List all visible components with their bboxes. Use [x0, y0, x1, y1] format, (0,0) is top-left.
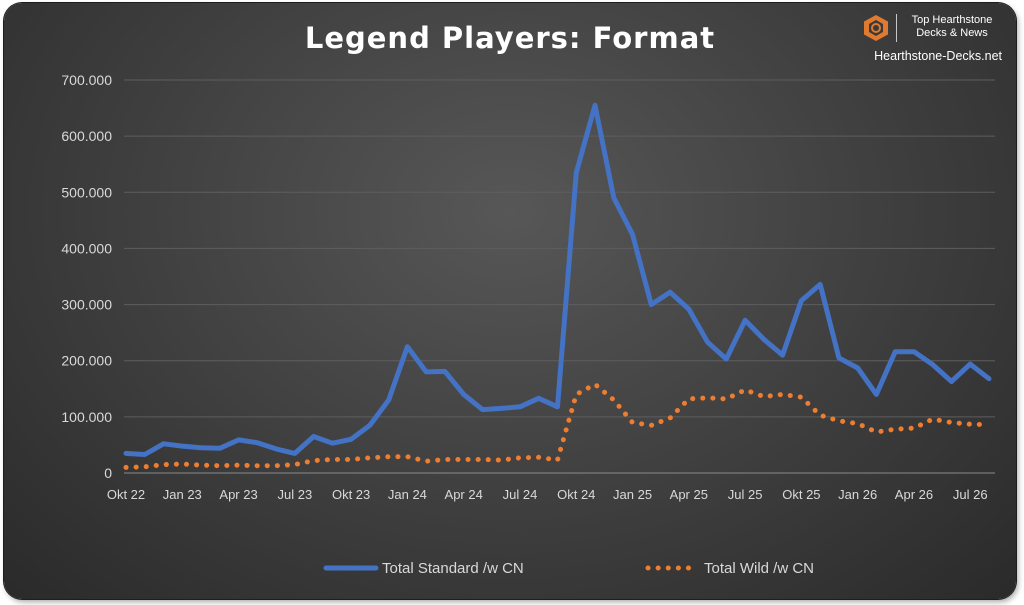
y-tick-label: 400.000 — [61, 240, 112, 256]
legend-label: Total Wild /w CN — [704, 560, 814, 577]
x-tick-label: Jan 24 — [388, 487, 427, 502]
x-tick-label: Apr 25 — [670, 487, 708, 502]
y-tick-label: 0 — [104, 465, 112, 481]
y-tick-label: 200.000 — [61, 353, 112, 369]
x-tick-label: Jan 23 — [163, 487, 202, 502]
x-tick-label: Okt 25 — [782, 487, 820, 502]
y-tick-label: 500.000 — [61, 184, 112, 200]
brand-tagline-line2: Decks & News — [916, 27, 988, 39]
hexagon-logo-icon — [864, 15, 888, 41]
y-tick-label: 300.000 — [61, 297, 112, 313]
brand-site: Hearthstone-Decks.net — [874, 49, 1002, 63]
series-line-wild — [123, 381, 992, 470]
x-tick-label: Jul 24 — [503, 487, 538, 502]
x-tick-label: Jul 26 — [953, 487, 988, 502]
x-tick-label: Jul 25 — [728, 487, 763, 502]
x-tick-label: Apr 24 — [445, 487, 483, 502]
x-tick-label: Okt 23 — [332, 487, 370, 502]
line-chart: 0 100.000 200.000 300.000 400.000 500.000 600.… — [61, 72, 995, 577]
y-tick-label: 100.000 — [61, 409, 112, 425]
chart-title: Legend Players: Format — [304, 21, 716, 55]
x-tick-label: Apr 23 — [219, 487, 257, 502]
x-tick-label: Okt 22 — [107, 487, 145, 502]
x-tick-label: Jan 25 — [613, 487, 652, 502]
x-tick-label: Jan 26 — [838, 487, 877, 502]
x-tick-label: Okt 24 — [557, 487, 595, 502]
y-tick-label: 600.000 — [61, 128, 112, 144]
brand-block: Top Hearthstone Decks & News Hearthstone… — [862, 12, 1002, 68]
x-tick-label: Apr 26 — [895, 487, 933, 502]
brand-tagline: Top Hearthstone Decks & News — [902, 14, 1002, 40]
x-tick-label: Jul 23 — [277, 487, 312, 502]
legend-label: Total Standard /w CN — [382, 560, 524, 577]
brand-tagline-line1: Top Hearthstone — [911, 14, 993, 26]
y-tick-label: 700.000 — [61, 72, 112, 88]
chart-frame: Legend Players: Format Top Hearthstone D… — [4, 3, 1016, 599]
series-line-standard — [123, 102, 992, 457]
brand-divider — [896, 14, 897, 42]
